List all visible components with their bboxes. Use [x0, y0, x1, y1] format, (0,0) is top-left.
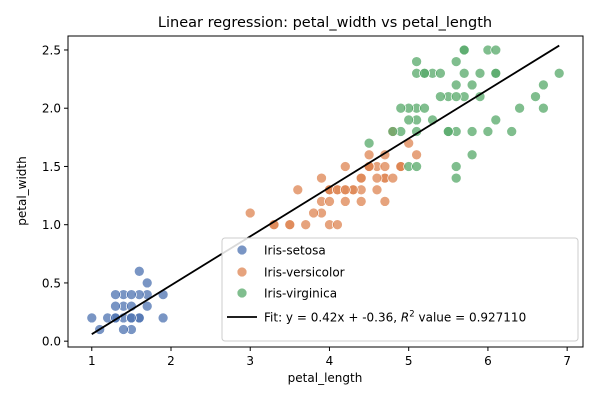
data-point [490, 67, 502, 79]
data-point [363, 149, 375, 161]
data-point [490, 44, 502, 56]
data-point [126, 312, 137, 324]
data-point [419, 67, 430, 79]
data-point [379, 196, 391, 207]
data-point [450, 161, 462, 172]
legend-label-setosa: Iris-setosa [264, 244, 326, 258]
data-point [466, 126, 478, 137]
data-point [450, 79, 462, 91]
data-point [284, 219, 296, 231]
data-point [371, 172, 383, 184]
data-point [411, 149, 422, 161]
x-tick-label: 4 [326, 354, 334, 368]
y-axis-label: petal_width [15, 156, 29, 225]
plot-frame [67, 35, 584, 348]
data-point [110, 289, 121, 300]
data-point [411, 161, 422, 172]
legend-marker-setosa [236, 244, 248, 256]
data-point [435, 67, 446, 79]
data-point [450, 172, 462, 184]
data-point [387, 172, 399, 184]
x-tick-label: 6 [484, 354, 492, 368]
data-point [538, 79, 549, 91]
data-point [490, 114, 502, 126]
legend-marker-virginica [236, 287, 248, 299]
scatter-points [86, 44, 565, 335]
data-point [308, 207, 319, 219]
data-point [538, 102, 549, 114]
data-point [458, 44, 470, 56]
data-point [355, 172, 367, 184]
x-tick-label: 2 [167, 354, 175, 368]
data-point [141, 300, 153, 312]
data-point [339, 184, 351, 196]
x-tick-label: 7 [563, 354, 571, 368]
data-point [244, 207, 256, 219]
y-tick-label: 1.0 [42, 218, 61, 232]
data-point [126, 289, 137, 300]
legend-label-virginica: Iris-virginica [264, 287, 337, 301]
y-tick-label: 2.0 [42, 102, 61, 116]
data-point [442, 126, 454, 137]
data-point [403, 114, 415, 126]
data-point [395, 102, 407, 114]
legend-label-fit: Fit: y = 0.42x + -0.36, R2 value = 0.927… [264, 310, 526, 325]
data-point [141, 277, 153, 289]
data-point [355, 196, 367, 207]
data-point [466, 149, 478, 161]
data-point [553, 67, 565, 79]
data-point [387, 126, 399, 137]
legend: Iris-setosa Iris-versicolor Iris-virgini… [221, 237, 579, 342]
y-tick-label: 1.5 [42, 160, 61, 174]
data-point [133, 265, 145, 277]
x-tick-label: 5 [405, 354, 413, 368]
x-axis-label: petal_length [288, 371, 363, 385]
data-point [324, 196, 335, 207]
data-point [411, 56, 422, 67]
x-tick-label: 3 [246, 354, 254, 368]
legend-marker-versicolor [236, 266, 248, 278]
data-point [371, 184, 383, 196]
data-point [466, 79, 478, 91]
x-axis-ticks: 1 2 3 4 5 6 7 [88, 347, 571, 368]
y-axis-ticks: 0.0 0.5 1.0 1.5 2.0 2.5 [42, 43, 68, 349]
y-tick-label: 0.5 [42, 276, 61, 290]
data-point [316, 172, 327, 184]
data-point [292, 184, 304, 196]
data-point [450, 56, 462, 67]
data-point [339, 161, 351, 172]
y-tick-label: 2.5 [42, 43, 61, 57]
data-point [118, 324, 129, 335]
legend-label-versicolor: Iris-versicolor [264, 266, 345, 280]
data-point [339, 196, 351, 207]
data-point [300, 219, 312, 231]
data-point [506, 126, 518, 137]
data-point [530, 91, 541, 102]
data-point [419, 102, 430, 114]
legend-box [221, 237, 579, 342]
data-point [458, 67, 470, 79]
data-point [363, 137, 375, 149]
chart-title: Linear regression: petal_width vs petal_… [158, 15, 492, 31]
data-point [514, 102, 525, 114]
data-point [332, 219, 343, 231]
y-tick-label: 0.0 [42, 335, 61, 349]
data-point [435, 91, 446, 102]
data-point [157, 312, 169, 324]
data-point [450, 91, 462, 102]
regression-fit-line [91, 44, 560, 335]
data-point [474, 67, 486, 79]
x-tick-label: 1 [88, 354, 96, 368]
data-point [379, 161, 391, 172]
data-point [482, 126, 494, 137]
data-point [110, 300, 121, 312]
data-point [86, 312, 98, 324]
